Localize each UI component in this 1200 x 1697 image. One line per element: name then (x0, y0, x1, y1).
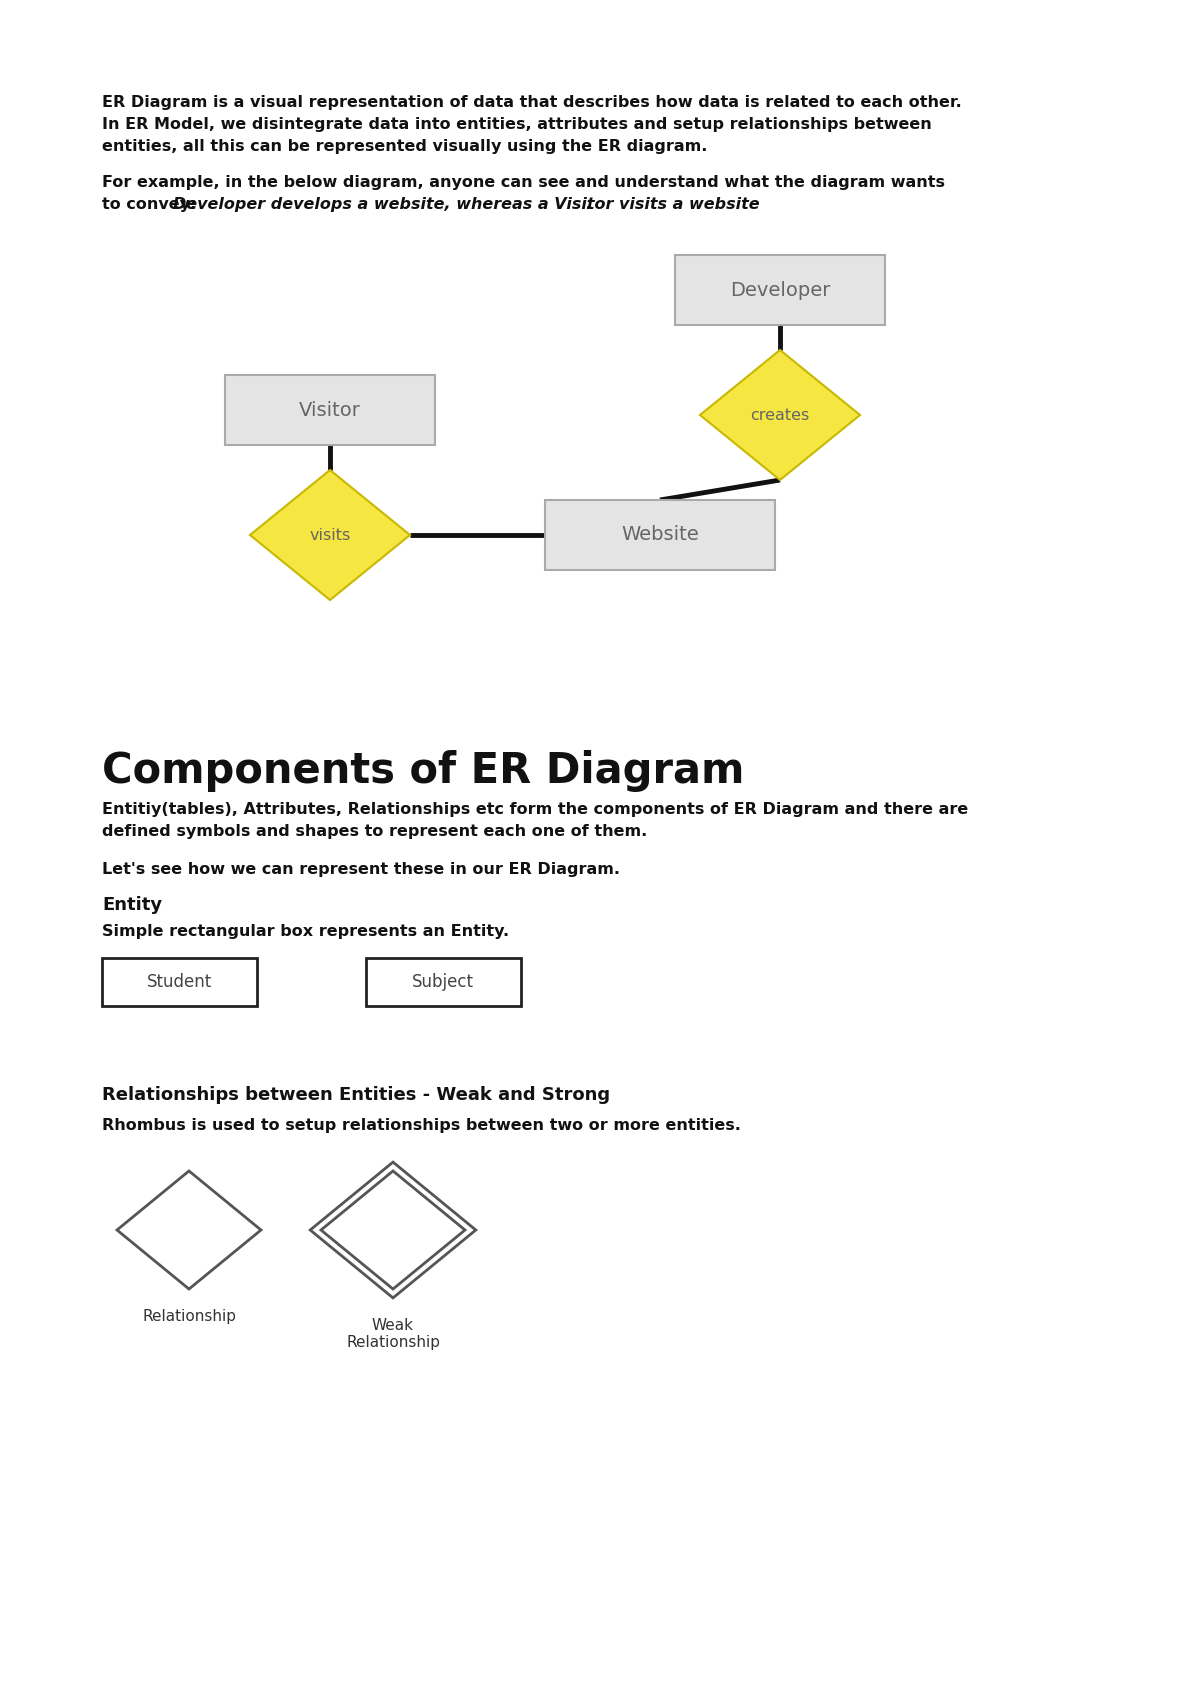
FancyBboxPatch shape (102, 959, 257, 1006)
Text: Website: Website (622, 526, 698, 545)
Polygon shape (118, 1171, 262, 1290)
Polygon shape (250, 470, 410, 601)
Text: Visitor: Visitor (299, 400, 361, 419)
Polygon shape (700, 350, 860, 480)
Text: Subject: Subject (412, 972, 474, 991)
Text: Developer: Developer (730, 280, 830, 299)
Text: Developer develops a website, whereas a Visitor visits a website: Developer develops a website, whereas a … (173, 197, 760, 212)
FancyBboxPatch shape (366, 959, 521, 1006)
Text: Simple rectangular box represents an Entity.: Simple rectangular box represents an Ent… (102, 923, 509, 938)
FancyBboxPatch shape (674, 255, 886, 326)
Text: .: . (586, 197, 592, 212)
Polygon shape (322, 1171, 466, 1290)
Text: to convey:: to convey: (102, 197, 202, 212)
Text: Relationships between Entities - Weak and Strong: Relationships between Entities - Weak an… (102, 1086, 610, 1105)
Text: In ER Model, we disintegrate data into entities, attributes and setup relationsh: In ER Model, we disintegrate data into e… (102, 117, 931, 132)
Text: Entitiy(tables), Attributes, Relationships etc form the components of ER Diagram: Entitiy(tables), Attributes, Relationshi… (102, 803, 968, 816)
Text: Relationship: Relationship (142, 1308, 236, 1324)
Text: Weak
Relationship: Weak Relationship (346, 1319, 440, 1351)
Text: entities, all this can be represented visually using the ER diagram.: entities, all this can be represented vi… (102, 139, 707, 154)
Text: Let's see how we can represent these in our ER Diagram.: Let's see how we can represent these in … (102, 862, 620, 877)
Text: Entity: Entity (102, 896, 162, 915)
Text: ER Diagram is a visual representation of data that describes how data is related: ER Diagram is a visual representation of… (102, 95, 961, 110)
Text: For example, in the below diagram, anyone can see and understand what the diagra: For example, in the below diagram, anyon… (102, 175, 946, 190)
Text: defined symbols and shapes to represent each one of them.: defined symbols and shapes to represent … (102, 825, 647, 838)
Text: Rhombus is used to setup relationships between two or more entities.: Rhombus is used to setup relationships b… (102, 1118, 740, 1134)
FancyBboxPatch shape (545, 501, 775, 570)
Text: Student: Student (146, 972, 212, 991)
Text: creates: creates (750, 407, 810, 423)
Text: visits: visits (310, 528, 350, 543)
Polygon shape (310, 1162, 475, 1298)
FancyBboxPatch shape (226, 375, 436, 445)
Text: Components of ER Diagram: Components of ER Diagram (102, 750, 744, 792)
